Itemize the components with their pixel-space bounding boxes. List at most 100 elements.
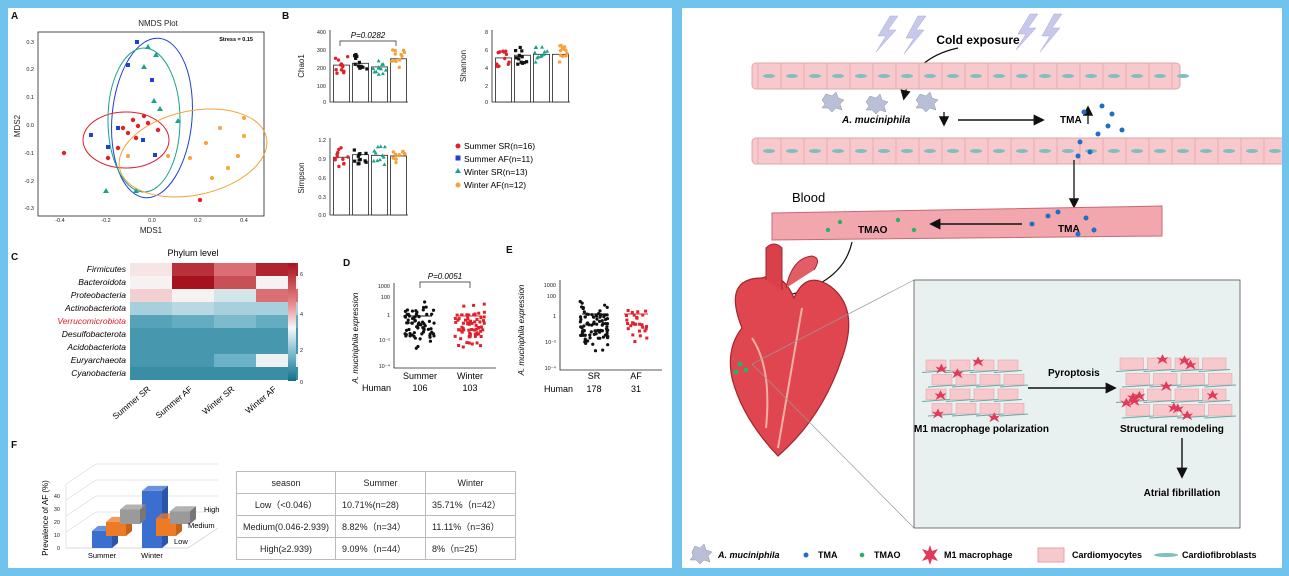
point	[502, 50, 506, 54]
cardiofibroblast-legend-icon	[1154, 553, 1178, 557]
point	[473, 332, 477, 336]
nucleus	[1108, 149, 1120, 153]
tma-dots-gut	[1075, 103, 1125, 159]
point	[477, 311, 481, 315]
point	[470, 321, 474, 325]
point	[333, 56, 338, 60]
nucleus	[878, 74, 890, 78]
svg-text:4: 4	[485, 66, 488, 72]
heatmap-cell	[172, 315, 214, 328]
tma-legend-icon	[803, 552, 809, 558]
point	[429, 327, 433, 331]
point	[412, 331, 416, 335]
svg-text:10⁻⁴: 10⁻⁴	[379, 363, 391, 370]
heart-illustration	[729, 243, 850, 457]
point	[559, 43, 563, 48]
point	[428, 335, 432, 339]
point	[415, 325, 419, 329]
point	[633, 340, 637, 344]
tma-label-blood: TMA	[1058, 224, 1080, 235]
svg-text:Firmicutes: Firmicutes	[87, 264, 127, 274]
point	[600, 323, 604, 327]
nucleus	[1039, 149, 1051, 153]
svg-text:103: 103	[462, 383, 477, 393]
point	[467, 335, 471, 339]
point	[372, 149, 377, 153]
m1-macrophage	[1133, 390, 1146, 401]
point	[557, 60, 562, 64]
point	[393, 152, 398, 157]
nucleus	[1154, 149, 1166, 153]
point	[583, 337, 587, 341]
tissue-left	[921, 356, 1029, 423]
heatmap-cell	[256, 315, 298, 328]
point	[473, 320, 477, 324]
point	[391, 156, 395, 160]
point	[466, 321, 470, 325]
left-figure-svg: A NMDS Plot Stress = 0.15 0.3 0.2 0.1 0.…	[11, 11, 662, 560]
point	[477, 332, 481, 336]
point	[626, 322, 630, 326]
point	[541, 52, 546, 56]
point	[519, 60, 523, 64]
point	[591, 342, 595, 346]
point	[364, 151, 368, 155]
heatmap-cell	[172, 328, 214, 341]
point	[431, 332, 436, 336]
svg-text:-0.2: -0.2	[25, 179, 34, 185]
cold-exposure-label: Cold exposure	[936, 33, 1020, 47]
point	[355, 54, 359, 58]
bar	[120, 509, 140, 524]
point	[358, 152, 362, 156]
point	[356, 154, 360, 158]
point	[475, 317, 479, 321]
svg-text:1: 1	[553, 314, 556, 320]
point	[374, 69, 379, 74]
colorbar	[288, 263, 296, 381]
point	[405, 312, 409, 316]
m1-macrophage	[1167, 402, 1180, 413]
point	[479, 325, 483, 329]
nucleus	[878, 149, 890, 153]
point	[482, 302, 486, 306]
panel-e-plot: 1000 100 1 10⁻² 10⁻⁴ A. muciniphila expr…	[517, 280, 662, 394]
point	[594, 332, 598, 336]
point	[371, 66, 376, 71]
m1-macrophage	[931, 408, 944, 419]
m1-macrophage-legend-icon	[922, 545, 938, 565]
bar	[371, 154, 388, 216]
point	[600, 319, 604, 323]
panel-b-legend: Summer SR(n=16) Summer AF(n=11) Winter S…	[455, 141, 535, 190]
point	[475, 341, 479, 345]
panel-f-ylabel: Prevalence of AF (%)	[41, 480, 50, 556]
nucleus	[901, 149, 913, 153]
point	[595, 322, 599, 326]
nucleus	[763, 149, 775, 153]
point	[397, 65, 401, 70]
point	[422, 328, 426, 332]
panel-a-xlabel: MDS1	[140, 226, 163, 235]
bar	[533, 53, 550, 103]
point	[467, 313, 471, 317]
point	[482, 319, 486, 323]
svg-text:Desulfobacterota: Desulfobacterota	[62, 329, 127, 339]
m1-macrophage	[1181, 410, 1194, 421]
point	[453, 334, 457, 338]
point	[340, 63, 345, 68]
point	[466, 317, 470, 321]
point	[476, 326, 480, 330]
point	[391, 48, 395, 52]
point	[605, 322, 610, 326]
m1-macrophage	[1160, 380, 1173, 391]
point	[479, 344, 483, 348]
panel-a-letter: A	[11, 11, 18, 22]
point	[401, 149, 405, 153]
svg-text:High: High	[204, 505, 219, 514]
heatmap-cells	[130, 263, 298, 380]
panel-e-scatter	[578, 299, 649, 353]
point	[423, 300, 427, 304]
point	[337, 147, 341, 152]
point	[624, 313, 628, 317]
point	[421, 308, 425, 312]
akkermansia-icons	[821, 91, 939, 115]
